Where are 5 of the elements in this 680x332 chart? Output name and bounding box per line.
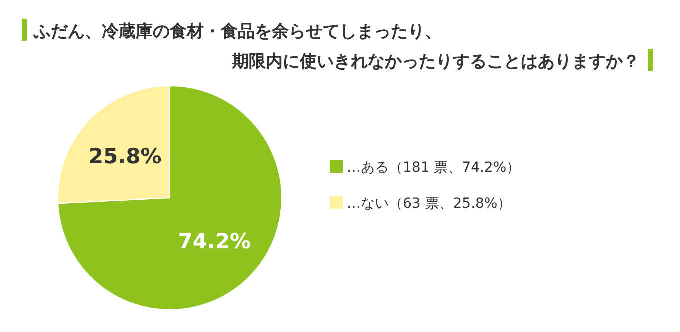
title: ふだん、冷蔵庫の食材・食品を余らせてしまったり、 期限内に使いきれなかったりすることはありますか？ bbox=[34, 22, 640, 72]
legend-label: …ない（63 票、25.8%） bbox=[347, 196, 512, 212]
data-label: 74.2% bbox=[178, 229, 252, 254]
data-label: 25.8% bbox=[88, 144, 162, 169]
legend-label: …ある（181 票、74.2%） bbox=[347, 160, 521, 176]
